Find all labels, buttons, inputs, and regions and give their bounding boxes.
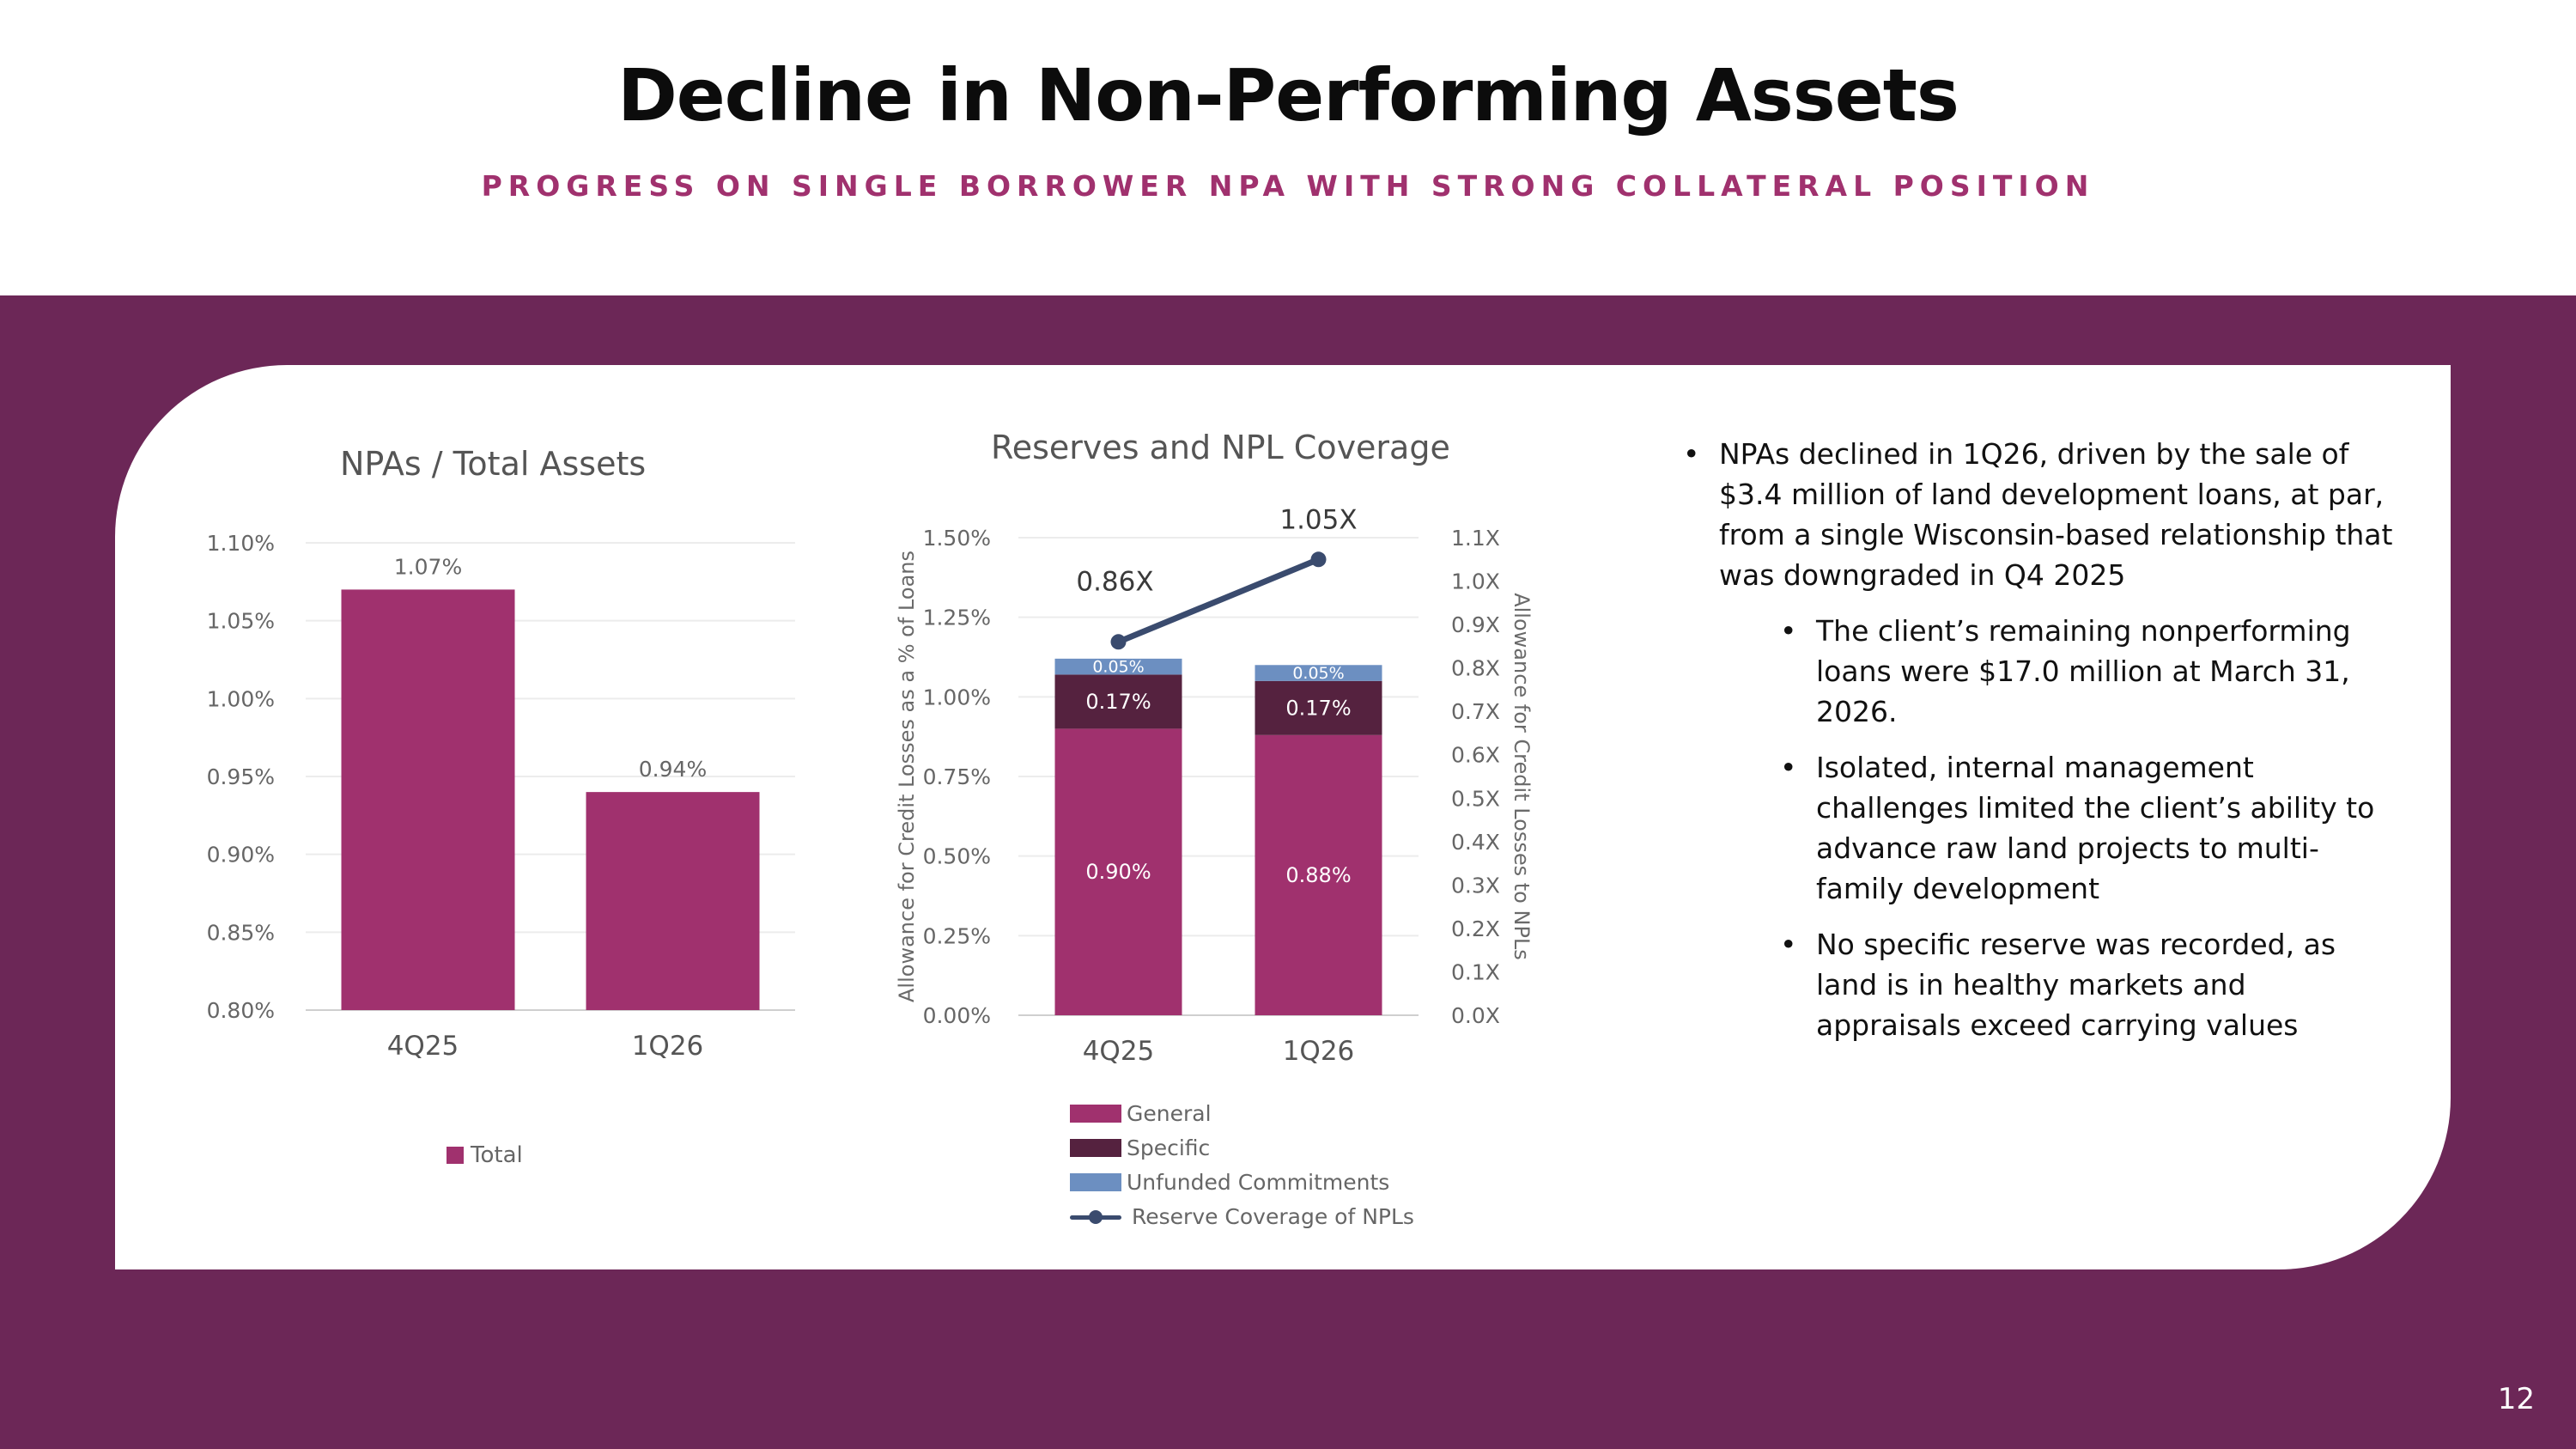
coverage-point	[1110, 634, 1127, 650]
legend-label-specific: Specific	[1127, 1135, 1211, 1160]
legend-label-total: Total	[471, 1142, 523, 1168]
legend-label-unfunded: Unfunded Commitments	[1127, 1169, 1390, 1195]
y-tick-label: 1.50%	[923, 526, 991, 551]
bullet-main: NPAs declined in 1Q26, driven by the sal…	[1683, 434, 2396, 595]
commentary: NPAs declined in 1Q26, driven by the sal…	[1683, 434, 2396, 1061]
y-tick-label: 1.05%	[207, 609, 275, 634]
data-label: 0.05%	[1292, 664, 1344, 683]
data-label: 0.88%	[1285, 863, 1351, 887]
bar-general-1Q26	[1255, 734, 1382, 1015]
data-label: 1.07%	[394, 554, 462, 579]
legend-swatch-coverage	[1070, 1208, 1127, 1226]
bar-total-4Q25	[341, 589, 515, 1010]
y2-tick-label: 0.8X	[1451, 656, 1500, 681]
bullet-sub-remaining-npl: The client’s remaining nonperforming loa…	[1780, 611, 2396, 732]
npa-chart-legend: Total	[447, 1142, 523, 1168]
bar-specific-4Q25	[1054, 674, 1182, 729]
slide-title: Decline in Non-Performing Assets	[617, 53, 1959, 137]
page-number: 12	[2497, 1382, 2535, 1416]
data-label: 0.05%	[1092, 657, 1144, 676]
y-tick-label: 0.90%	[207, 843, 275, 868]
y-tick-label: 0.95%	[207, 764, 275, 789]
coverage-line	[1115, 556, 1321, 645]
reserves-chart-legend: General Specific Unfunded Commitments Re…	[1070, 1096, 1414, 1233]
x-tick-label: 1Q26	[632, 1031, 704, 1062]
data-label: 0.94%	[639, 757, 707, 782]
y-tick-label: 0.85%	[207, 920, 275, 945]
legend-item-specific: Specific	[1070, 1130, 1414, 1165]
x-tick-label: 4Q25	[1083, 1036, 1155, 1067]
y2-tick-label: 0.5X	[1451, 786, 1500, 811]
y-tick-label: 1.00%	[207, 686, 275, 711]
y2-tick-label: 0.2X	[1451, 916, 1500, 941]
y-axis-title: Allowance for Credit Losses as a % of Lo…	[895, 551, 919, 1002]
slide-subtitle: PROGRESS ON SINGLE BORROWER NPA WITH STR…	[481, 169, 2095, 203]
legend-item-unfunded: Unfunded Commitments	[1070, 1165, 1414, 1199]
coverage-label: 0.86X	[1076, 566, 1153, 597]
npa-chart-title: NPAs / Total Assets	[340, 445, 647, 483]
bar-total-1Q26	[586, 792, 760, 1010]
y-tick-label: 1.10%	[207, 531, 275, 556]
legend-label-general: General	[1127, 1100, 1212, 1126]
bullet-sub-management: Isolated, internal management challenges…	[1780, 747, 2396, 909]
bullet-sub-no-reserve: No specific reserve was recorded, as lan…	[1780, 924, 2396, 1045]
data-label: 0.17%	[1285, 696, 1351, 720]
y-tick-label: 0.50%	[923, 844, 991, 869]
bar-unfunded-commitments-1Q26	[1255, 665, 1382, 681]
y2-tick-label: 0.9X	[1451, 612, 1500, 637]
y-tick-label: 0.25%	[923, 923, 991, 948]
reserves-chart-title: Reserves and NPL Coverage	[991, 429, 1450, 466]
y-tick-label: 0.80%	[207, 998, 275, 1023]
y2-tick-label: 0.7X	[1451, 699, 1500, 724]
y2-tick-label: 0.6X	[1451, 743, 1500, 768]
data-label: 0.90%	[1085, 860, 1151, 884]
y-tick-label: 1.25%	[923, 606, 991, 630]
y2-tick-label: 0.3X	[1451, 873, 1500, 898]
x-tick-label: 1Q26	[1283, 1036, 1355, 1067]
x-tick-label: 4Q25	[387, 1031, 459, 1062]
y2-axis-title: Allowance for Credit Losses to NPLs	[1510, 593, 1534, 960]
y2-tick-label: 0.0X	[1451, 1003, 1500, 1028]
y2-tick-label: 0.1X	[1451, 959, 1500, 984]
bar-general-4Q25	[1054, 728, 1182, 1015]
legend-item-general: General	[1070, 1096, 1414, 1130]
legend-swatch-general	[1070, 1104, 1121, 1123]
y2-tick-label: 1.0X	[1451, 569, 1500, 594]
y-tick-label: 0.75%	[923, 764, 991, 789]
bar-unfunded-commitments-4Q25	[1054, 658, 1182, 675]
bar-specific-1Q26	[1255, 680, 1382, 735]
y-tick-label: 1.00%	[923, 685, 991, 709]
coverage-label: 1.05X	[1279, 504, 1357, 535]
y2-tick-label: 0.4X	[1451, 830, 1500, 855]
data-label: 0.17%	[1085, 690, 1151, 714]
legend-swatch-total	[447, 1147, 464, 1164]
y2-tick-label: 1.1X	[1451, 526, 1500, 551]
y-tick-label: 0.00%	[923, 1003, 991, 1028]
legend-item-coverage: Reserve Coverage of NPLs	[1070, 1199, 1414, 1233]
coverage-point	[1310, 551, 1327, 568]
legend-swatch-unfunded	[1070, 1172, 1121, 1191]
legend-swatch-specific	[1070, 1138, 1121, 1157]
legend-label-coverage: Reserve Coverage of NPLs	[1132, 1203, 1414, 1229]
